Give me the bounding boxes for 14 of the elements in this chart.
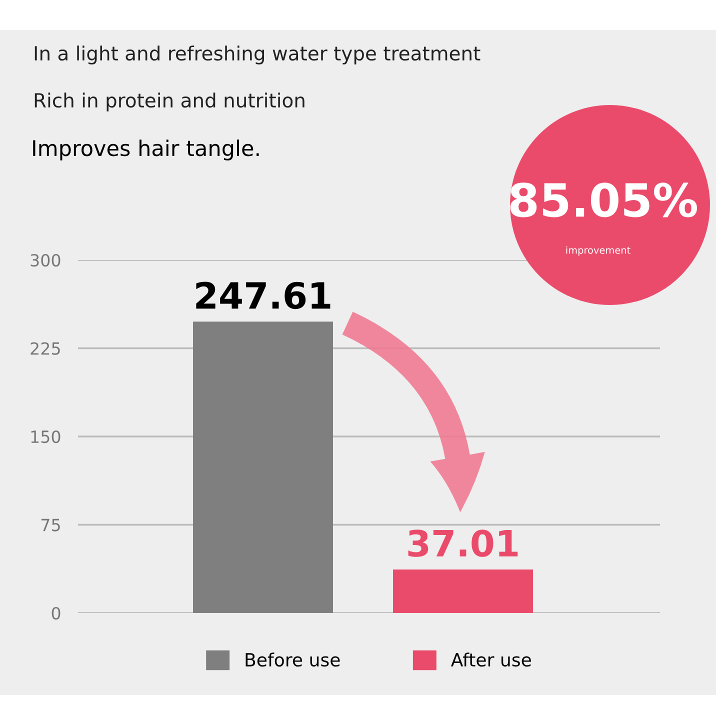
data-label: 37.01 <box>408 530 518 557</box>
text: 85.05% <box>510 182 697 218</box>
chart-subtitle: Rich in protein and nutrition <box>34 92 304 112</box>
legend-label: After use <box>451 652 531 667</box>
text: improvement <box>566 246 630 256</box>
chart-title: In a light and refreshing water type treatment <box>34 46 480 64</box>
y-tick-label: 75 <box>41 518 60 532</box>
y-tick-label: 225 <box>30 342 60 355</box>
legend-label: Before use <box>246 652 340 667</box>
y-tick-label: 0 <box>52 606 60 620</box>
y-tick-label: 150 <box>31 430 60 444</box>
text: Improves hair tangle. <box>33 140 259 160</box>
data-label: 247.61 <box>196 282 330 310</box>
y-tick-label: 300 <box>30 254 60 267</box>
